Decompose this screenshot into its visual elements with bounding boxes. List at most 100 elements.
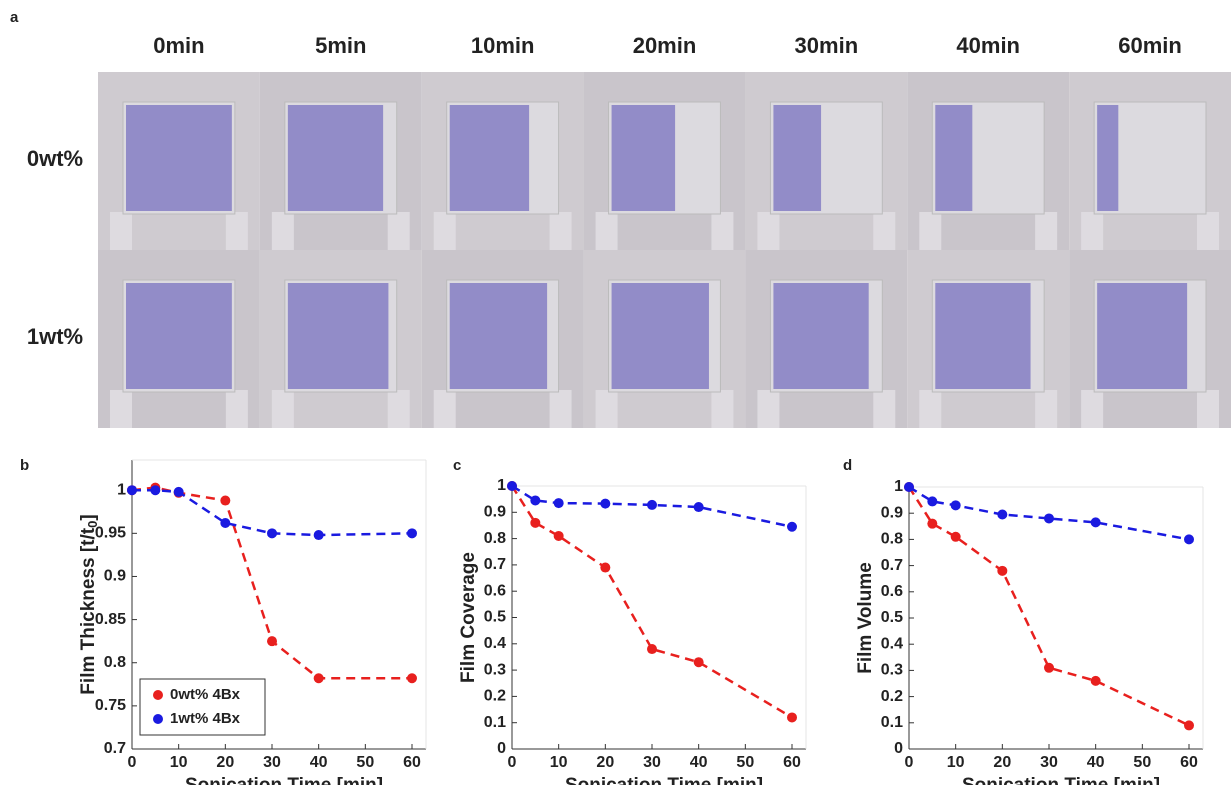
- stand: [550, 212, 572, 250]
- stand: [226, 390, 248, 428]
- stand: [110, 390, 132, 428]
- data-point: [951, 532, 961, 542]
- film: [288, 283, 389, 389]
- stand: [919, 212, 941, 250]
- x-axis-label: Sonication Time [min]: [565, 775, 763, 785]
- x-tick-label: 30: [1040, 754, 1058, 771]
- y-axis-label-text: Film Thickness [t/t: [78, 527, 99, 694]
- series-line: [132, 490, 412, 535]
- legend-label: 0wt% 4Bx: [170, 686, 241, 703]
- y-tick-label: 0.2: [881, 688, 903, 705]
- stand: [1081, 212, 1103, 250]
- x-tick-label: 0: [128, 754, 137, 771]
- x-tick-label: 40: [1087, 754, 1105, 771]
- row-label: 0wt%: [27, 146, 83, 171]
- data-point: [997, 566, 1007, 576]
- film: [612, 283, 709, 389]
- x-tick-label: 30: [263, 754, 281, 771]
- panel-label: d: [843, 457, 852, 474]
- y-tick-label: 0.7: [881, 557, 903, 574]
- y-axis-label: Film Volume: [855, 562, 876, 674]
- data-point: [1091, 517, 1101, 527]
- data-point: [314, 530, 324, 540]
- data-point: [267, 528, 277, 538]
- data-point: [904, 482, 914, 492]
- data-point: [220, 518, 230, 528]
- data-point: [1044, 513, 1054, 523]
- film: [935, 283, 1030, 389]
- column-label: 20min: [633, 33, 697, 58]
- legend-label: 1wt% 4Bx: [170, 710, 241, 727]
- x-tick-label: 10: [550, 754, 568, 771]
- data-point: [174, 487, 184, 497]
- y-axis-label-text: Film Volume: [855, 562, 876, 674]
- stand: [434, 212, 456, 250]
- y-tick-label: 0.3: [881, 662, 903, 679]
- x-tick-label: 30: [643, 754, 661, 771]
- y-axis-label-end: ]: [78, 514, 99, 520]
- y-tick-label: 0.1: [484, 714, 506, 731]
- y-tick-label: 0.3: [484, 661, 506, 678]
- film: [126, 283, 232, 389]
- stand: [272, 212, 294, 250]
- x-tick-label: 0: [905, 754, 914, 771]
- data-point: [127, 485, 137, 495]
- y-tick-label: 0.7: [484, 556, 506, 573]
- stand: [1197, 390, 1219, 428]
- data-point: [1184, 720, 1194, 730]
- stand: [1197, 212, 1219, 250]
- y-tick-label: 0.8: [104, 654, 126, 671]
- data-point: [951, 500, 961, 510]
- data-point: [1184, 534, 1194, 544]
- data-point: [554, 531, 564, 541]
- y-tick-label: 0.1: [881, 714, 903, 731]
- x-tick-label: 50: [736, 754, 754, 771]
- legend-marker: [153, 690, 163, 700]
- data-point: [647, 500, 657, 510]
- y-tick-label: 0.85: [95, 611, 126, 628]
- stand: [596, 212, 618, 250]
- legend-marker: [153, 714, 163, 724]
- y-axis-label: Film Thickness [t/t0]: [78, 514, 100, 694]
- x-tick-label: 10: [170, 754, 188, 771]
- column-label: 5min: [315, 33, 366, 58]
- data-point: [530, 495, 540, 505]
- data-point: [1044, 663, 1054, 673]
- panel-label: c: [453, 457, 461, 474]
- x-tick-label: 60: [1180, 754, 1198, 771]
- y-tick-label: 0.5: [484, 609, 506, 626]
- stand: [388, 390, 410, 428]
- stand: [226, 212, 248, 250]
- y-tick-label: 0.9: [881, 504, 903, 521]
- series-line: [132, 488, 412, 679]
- stand: [873, 212, 895, 250]
- data-point: [1091, 676, 1101, 686]
- y-tick-label: 0.75: [95, 697, 126, 714]
- y-tick-label: 0.4: [881, 635, 903, 652]
- film: [288, 105, 383, 211]
- y-tick-label: 0.7: [104, 740, 126, 757]
- data-point: [600, 563, 610, 573]
- stand: [757, 390, 779, 428]
- y-tick-label: 0.6: [484, 582, 506, 599]
- y-tick-label: 0: [497, 740, 506, 757]
- data-point: [267, 636, 277, 646]
- film: [612, 105, 676, 211]
- data-point: [927, 519, 937, 529]
- column-label: 10min: [471, 33, 535, 58]
- y-tick-label: 0.6: [881, 583, 903, 600]
- stand: [711, 390, 733, 428]
- data-point: [997, 510, 1007, 520]
- x-tick-label: 10: [947, 754, 965, 771]
- film: [450, 283, 547, 389]
- x-tick-label: 20: [596, 754, 614, 771]
- x-tick-label: 0: [508, 754, 517, 771]
- data-point: [927, 496, 937, 506]
- data-point: [787, 522, 797, 532]
- film: [773, 283, 868, 389]
- film: [450, 105, 529, 211]
- stand: [1081, 390, 1103, 428]
- data-point: [694, 657, 704, 667]
- data-point: [150, 485, 160, 495]
- x-tick-label: 20: [216, 754, 234, 771]
